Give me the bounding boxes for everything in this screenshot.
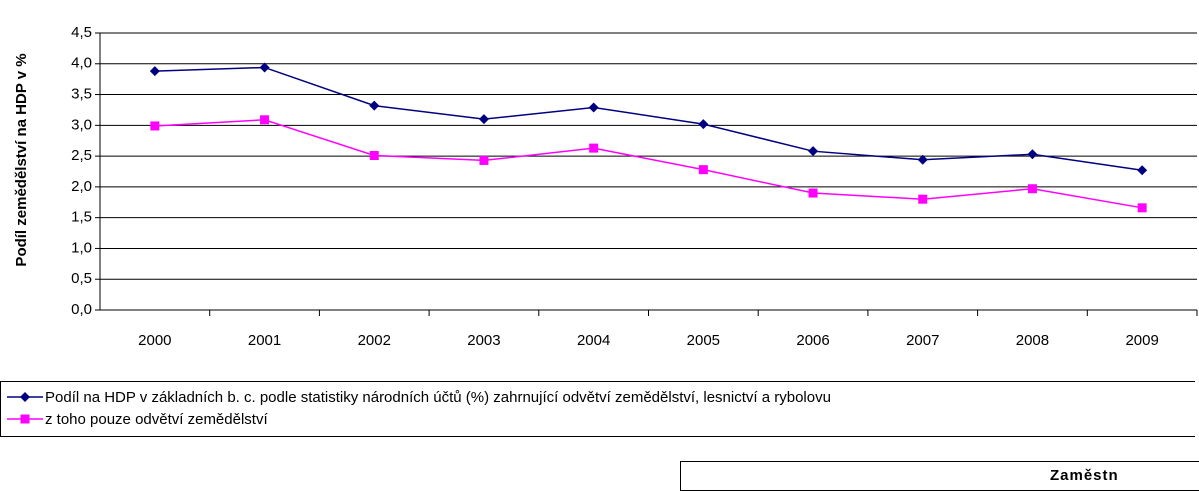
y-tick-label: 2,5	[71, 147, 92, 164]
y-tick-label: 0,5	[71, 270, 92, 287]
y-axis-title: Podíl zemědělství na HDP v %	[13, 53, 30, 266]
x-tick-label: 2009	[1125, 332, 1158, 349]
y-tick-label: 0,0	[71, 301, 92, 318]
x-tick-label: 2004	[577, 332, 610, 349]
series-line	[154, 119, 1143, 209]
y-tick-label: 3,5	[71, 86, 92, 103]
legend-marker	[20, 414, 30, 424]
data-point	[259, 62, 270, 73]
data-point	[1027, 184, 1037, 194]
legend-swatch	[7, 414, 43, 424]
x-tick-label: 2003	[467, 332, 500, 349]
legend: Podíl na HDP v základních b. c. podle st…	[0, 381, 1195, 437]
y-tick-label: 2,0	[71, 178, 92, 195]
next-panel: Zaměstn	[680, 461, 1199, 491]
chart: Podíl zemědělství na HDP v % 0,0 0,5 1,0 1,…	[13, 24, 1198, 349]
x-tick-label: 2007	[906, 332, 939, 349]
x-tick-label: 2005	[687, 332, 720, 349]
data-point	[369, 150, 379, 160]
data-point	[698, 165, 708, 175]
panel-title: Zaměstn	[1050, 467, 1119, 484]
legend-swatch	[7, 392, 43, 402]
y-tick-label: 4,0	[71, 55, 92, 72]
series-line	[154, 66, 1143, 172]
data-point	[479, 155, 489, 165]
x-tick-label: 2002	[358, 332, 391, 349]
data-point	[369, 100, 380, 111]
legend-marker	[20, 392, 30, 402]
data-point	[1137, 203, 1147, 213]
legend-entry: Podíl na HDP v základních b. c. podle st…	[5, 387, 1195, 409]
data-point	[808, 188, 818, 198]
data-point	[589, 143, 599, 153]
data-point	[808, 146, 819, 157]
data-point	[150, 121, 160, 131]
data-point	[1027, 149, 1038, 160]
data-point	[918, 194, 928, 204]
legend-label: z toho pouze odvětví zemědělství	[45, 411, 268, 428]
y-tick-label: 1,0	[71, 239, 92, 256]
x-tick-label: 2001	[248, 332, 281, 349]
x-tick-label: 2006	[796, 332, 829, 349]
x-tick-label: 2000	[138, 332, 171, 349]
data-point	[1137, 165, 1148, 176]
x-tick-label: 2008	[1016, 332, 1049, 349]
data-point	[260, 115, 270, 125]
data-point	[917, 154, 928, 165]
data-point	[698, 119, 709, 130]
data-point	[478, 114, 489, 125]
legend-entry: z toho pouze odvětví zemědělství	[5, 409, 1195, 431]
y-tick-label: 1,5	[71, 209, 92, 226]
y-tick-label: 4,5	[71, 24, 92, 41]
y-tick-label: 3,0	[71, 116, 92, 133]
legend-label: Podíl na HDP v základních b. c. podle st…	[45, 389, 831, 406]
data-point	[149, 66, 160, 77]
data-point	[588, 102, 599, 113]
